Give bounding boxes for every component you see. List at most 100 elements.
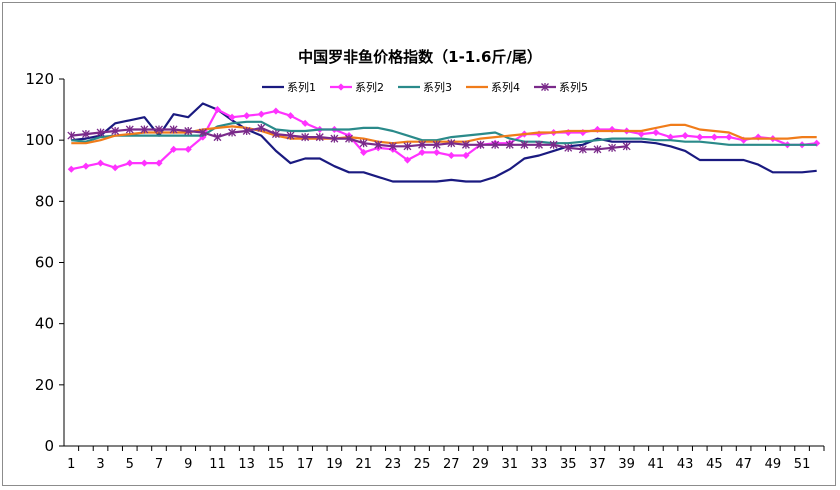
series-1-line xyxy=(71,102,817,183)
series-2-point xyxy=(184,145,192,153)
series-2-point xyxy=(228,113,236,121)
series-1 xyxy=(71,102,817,183)
series-2-point xyxy=(170,145,178,153)
legend-marker xyxy=(337,83,345,91)
y-tick-label: 120 xyxy=(25,70,54,88)
series-2-point xyxy=(111,164,119,172)
series-3 xyxy=(71,120,817,146)
x-tick-label: 25 xyxy=(414,457,431,472)
series-2-point xyxy=(96,159,105,167)
series-2-point xyxy=(82,162,90,170)
y-tick-label: 80 xyxy=(35,192,54,210)
series-5-point xyxy=(593,145,602,154)
series-2-point xyxy=(433,148,441,156)
series-5-point xyxy=(67,131,76,140)
series-2-point xyxy=(813,139,821,147)
legend-label: 系列3 xyxy=(423,80,452,94)
x-tick-label: 27 xyxy=(443,457,460,472)
series-5-point xyxy=(125,125,134,134)
series-5-point xyxy=(330,134,339,143)
x-tick-label: 29 xyxy=(472,457,489,472)
x-tick-label: 43 xyxy=(677,457,694,472)
series-2-point xyxy=(725,133,733,141)
x-tick-label: 21 xyxy=(355,457,372,472)
series-2-point xyxy=(67,165,75,173)
y-tick-label: 40 xyxy=(35,315,54,333)
series-5-point xyxy=(491,140,500,149)
series-5-point xyxy=(271,130,280,139)
series-5-point xyxy=(315,133,324,142)
series-5-point xyxy=(345,134,353,143)
x-tick-label: 51 xyxy=(794,457,811,472)
series-5-point xyxy=(155,125,163,134)
legend-marker xyxy=(541,83,549,91)
x-tick-label: 47 xyxy=(735,457,752,472)
series-5-point xyxy=(403,142,412,151)
y-tick-label: 60 xyxy=(35,254,54,272)
x-tick-label: 33 xyxy=(531,457,548,472)
series-2-point xyxy=(403,156,412,164)
x-tick-label: 7 xyxy=(155,457,163,472)
series-5-point xyxy=(301,133,310,142)
legend-label: 系列1 xyxy=(287,80,316,94)
series-2-point xyxy=(286,112,295,120)
series-4-line xyxy=(71,123,817,145)
x-tick-label: 19 xyxy=(326,457,343,472)
x-tick-label: 17 xyxy=(297,457,314,472)
x-tick-label: 13 xyxy=(238,457,255,472)
y-tick-label: 20 xyxy=(35,376,54,394)
series-5-point xyxy=(447,139,456,148)
series-2-point xyxy=(637,130,645,138)
series-5-point xyxy=(461,140,470,149)
series-5 xyxy=(67,123,631,154)
series-2-point xyxy=(462,151,470,160)
series-5-point xyxy=(505,140,514,149)
series-3-line xyxy=(71,120,817,146)
chart-legend: 系列1 系列2 系列3 系列4 系列5 xyxy=(262,80,588,94)
series-5-point xyxy=(535,140,543,149)
series-2-point xyxy=(652,128,660,137)
y-tick-label: 100 xyxy=(25,131,54,149)
x-tick-label: 31 xyxy=(501,457,518,472)
series-2-point xyxy=(418,148,426,156)
series-5-point xyxy=(578,145,587,154)
x-tick-label: 3 xyxy=(96,457,104,472)
series-4 xyxy=(71,123,817,145)
x-tick-label: 39 xyxy=(618,457,635,472)
series-5-point xyxy=(213,133,222,142)
series-2-point xyxy=(272,107,280,115)
series-5-point xyxy=(622,142,631,151)
series-2-point xyxy=(301,119,309,127)
series-5-point xyxy=(520,140,529,149)
series-5-point xyxy=(608,143,617,152)
series-5-point xyxy=(242,126,251,135)
series-2-point xyxy=(710,133,718,141)
chart-series-layer xyxy=(67,102,821,183)
x-tick-label: 5 xyxy=(126,457,134,472)
x-tick-label: 11 xyxy=(209,457,226,472)
x-tick-label: 49 xyxy=(765,457,782,472)
x-tick-label: 9 xyxy=(184,457,192,472)
series-2-point xyxy=(360,148,368,156)
series-2-point xyxy=(140,159,148,167)
series-5-point xyxy=(140,125,149,134)
x-tick-label: 15 xyxy=(268,457,285,472)
series-2-point xyxy=(447,151,455,160)
series-5-point xyxy=(549,140,558,149)
series-5-point xyxy=(564,143,573,152)
chart-title: 中国罗非鱼价格指数（1-1.6斤/尾） xyxy=(298,48,542,66)
series-2-point xyxy=(243,112,251,120)
series-2-point xyxy=(257,110,265,118)
series-5-point xyxy=(476,140,485,149)
series-2-line xyxy=(71,108,817,171)
legend-label: 系列5 xyxy=(559,80,588,94)
series-5-point xyxy=(359,139,368,148)
series-5-point xyxy=(96,128,105,137)
series-2-point xyxy=(155,159,163,167)
series-5-point xyxy=(111,126,120,135)
series-5-point xyxy=(374,140,383,149)
series-5-point xyxy=(418,140,427,149)
